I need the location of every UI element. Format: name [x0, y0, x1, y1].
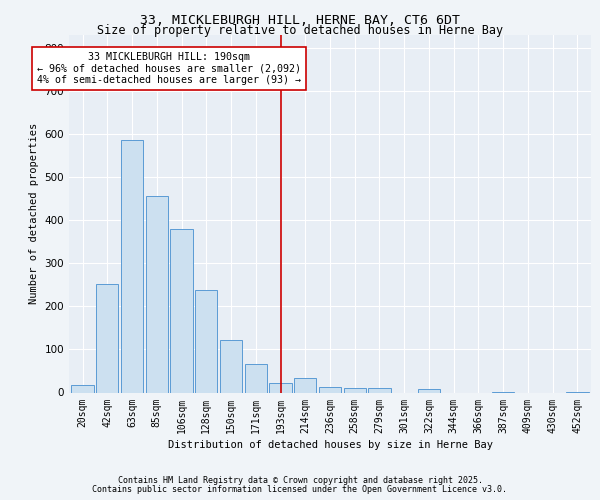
- Bar: [344, 388, 366, 392]
- Bar: [418, 389, 440, 392]
- Text: 33, MICKLEBURGH HILL, HERNE BAY, CT6 6DT: 33, MICKLEBURGH HILL, HERNE BAY, CT6 6DT: [140, 14, 460, 27]
- Bar: [195, 290, 217, 392]
- Bar: [220, 340, 242, 392]
- Bar: [170, 229, 193, 392]
- Bar: [319, 388, 341, 392]
- X-axis label: Distribution of detached houses by size in Herne Bay: Distribution of detached houses by size …: [167, 440, 493, 450]
- Text: Contains HM Land Registry data © Crown copyright and database right 2025.: Contains HM Land Registry data © Crown c…: [118, 476, 482, 485]
- Bar: [96, 284, 118, 393]
- Bar: [146, 196, 168, 392]
- Text: 33 MICKLEBURGH HILL: 190sqm
← 96% of detached houses are smaller (2,092)
4% of s: 33 MICKLEBURGH HILL: 190sqm ← 96% of det…: [37, 52, 301, 86]
- Bar: [71, 384, 94, 392]
- Bar: [245, 364, 267, 392]
- Bar: [269, 383, 292, 392]
- Text: Contains public sector information licensed under the Open Government Licence v3: Contains public sector information licen…: [92, 484, 508, 494]
- Bar: [368, 388, 391, 392]
- Text: Size of property relative to detached houses in Herne Bay: Size of property relative to detached ho…: [97, 24, 503, 37]
- Y-axis label: Number of detached properties: Number of detached properties: [29, 123, 39, 304]
- Bar: [121, 140, 143, 392]
- Bar: [294, 378, 316, 392]
